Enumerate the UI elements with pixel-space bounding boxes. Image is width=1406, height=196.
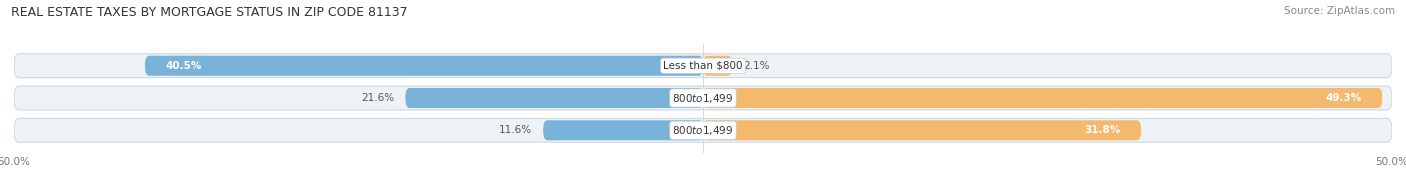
Text: REAL ESTATE TAXES BY MORTGAGE STATUS IN ZIP CODE 81137: REAL ESTATE TAXES BY MORTGAGE STATUS IN …	[11, 6, 408, 19]
FancyBboxPatch shape	[14, 86, 1392, 110]
Text: 40.5%: 40.5%	[166, 61, 202, 71]
Text: $800 to $1,499: $800 to $1,499	[672, 124, 734, 137]
FancyBboxPatch shape	[405, 88, 703, 108]
Text: Source: ZipAtlas.com: Source: ZipAtlas.com	[1284, 6, 1395, 16]
FancyBboxPatch shape	[145, 56, 703, 76]
Text: 21.6%: 21.6%	[361, 93, 394, 103]
Text: Less than $800: Less than $800	[664, 61, 742, 71]
FancyBboxPatch shape	[14, 54, 1392, 78]
Text: $800 to $1,499: $800 to $1,499	[672, 92, 734, 104]
FancyBboxPatch shape	[543, 120, 703, 140]
FancyBboxPatch shape	[703, 56, 733, 76]
Text: 11.6%: 11.6%	[499, 125, 531, 135]
FancyBboxPatch shape	[703, 88, 1382, 108]
Text: 49.3%: 49.3%	[1326, 93, 1361, 103]
Text: 31.8%: 31.8%	[1084, 125, 1121, 135]
FancyBboxPatch shape	[703, 120, 1142, 140]
FancyBboxPatch shape	[14, 118, 1392, 142]
Text: 2.1%: 2.1%	[742, 61, 769, 71]
